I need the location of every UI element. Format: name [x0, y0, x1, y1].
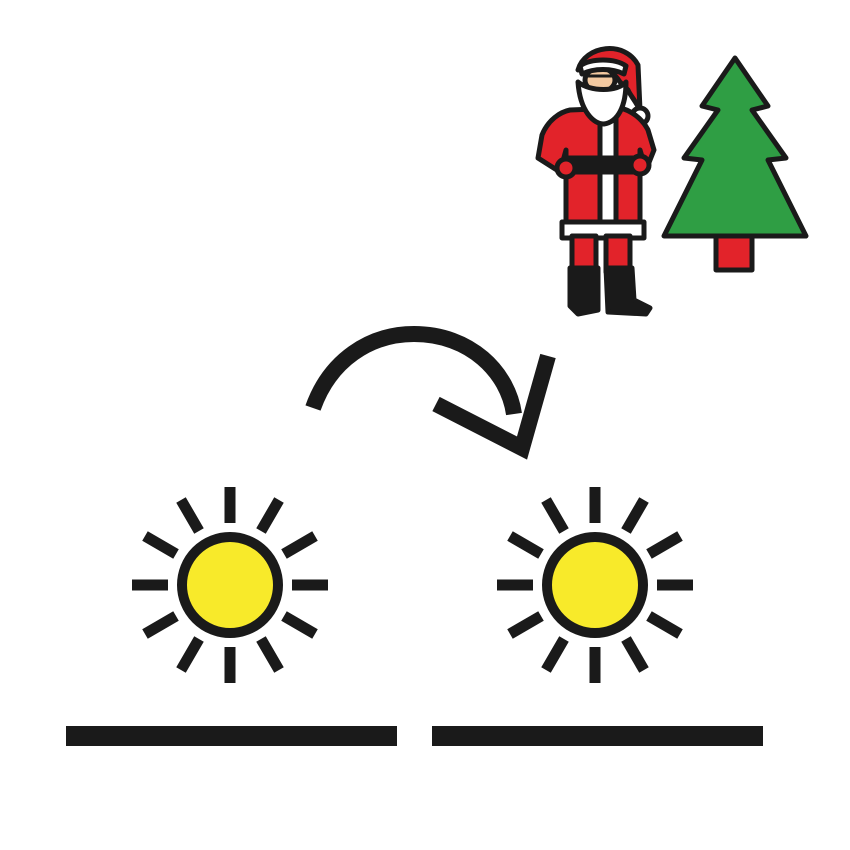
curved-arrow-right-icon [305, 325, 556, 460]
sun-icon [497, 487, 693, 683]
day-line-left [66, 726, 397, 746]
santa-claus-icon [535, 46, 657, 317]
sun-icon [132, 487, 328, 683]
christmas-tree-icon [661, 55, 809, 273]
day-line-right [432, 726, 763, 746]
